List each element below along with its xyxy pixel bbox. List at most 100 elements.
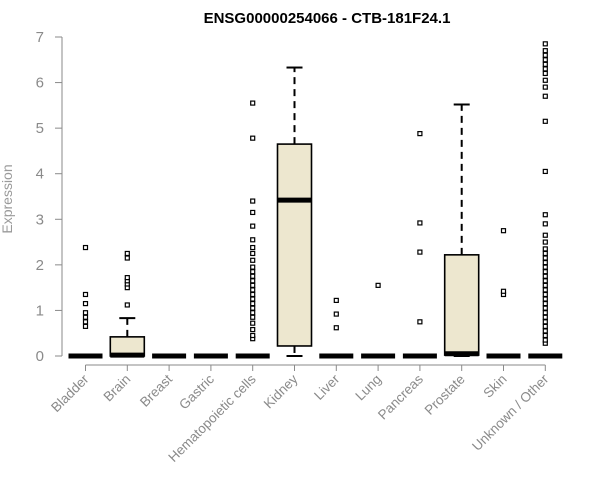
outlier-point — [542, 269, 548, 275]
outlier-point — [250, 314, 256, 320]
chart-title: ENSG00000254066 - CTB-181F24.1 — [204, 10, 451, 27]
outlier-point — [500, 288, 507, 294]
outlier-point — [542, 264, 548, 270]
x-tick-label: Pancreas — [375, 371, 426, 422]
box-group — [361, 282, 396, 359]
outlier-point — [542, 66, 548, 72]
outlier-point — [417, 249, 423, 255]
outlier-point — [250, 209, 256, 216]
outlier-point — [250, 223, 256, 229]
outlier-point — [542, 296, 548, 302]
box-group — [528, 41, 563, 359]
outlier-point — [542, 337, 548, 343]
outlier-point — [417, 131, 423, 137]
y-tick-label: 2 — [36, 257, 44, 274]
outlier-point — [250, 310, 256, 316]
box-group — [68, 244, 103, 359]
outlier-point — [250, 278, 256, 284]
outlier-point — [124, 302, 130, 308]
outlier-point — [333, 325, 339, 331]
outlier-point — [250, 244, 256, 251]
box-iqr — [443, 254, 480, 356]
outlier-point — [542, 259, 548, 266]
x-tick-label: Unknown / Other — [469, 371, 552, 454]
outlier-point — [542, 168, 548, 175]
outlier-point — [124, 275, 130, 281]
outlier-point — [542, 273, 548, 279]
outlier-point — [82, 319, 89, 325]
outlier-point — [375, 282, 381, 288]
outlier-point — [124, 255, 130, 261]
y-tick-label: 5 — [36, 120, 44, 137]
box-series — [68, 41, 563, 359]
x-tick-label: Bladder — [48, 371, 92, 415]
outlier-point — [542, 70, 548, 77]
outlier-point — [542, 246, 548, 252]
outlier-point — [250, 100, 256, 106]
outlier-point — [500, 228, 507, 234]
outlier-point — [250, 300, 256, 307]
outlier-point — [82, 323, 89, 329]
outlier-point — [542, 323, 548, 329]
outlier-point — [333, 297, 339, 304]
box-group — [235, 100, 270, 359]
outlier-point — [542, 61, 548, 67]
y-tick-label: 0 — [36, 348, 44, 365]
outlier-point — [542, 314, 548, 320]
outlier-point — [250, 305, 256, 311]
outlier-point — [250, 320, 256, 326]
outlier-point — [542, 41, 548, 47]
box-group — [319, 297, 354, 359]
outlier-point — [542, 118, 548, 124]
outlier-point — [542, 287, 548, 293]
y-tick-label: 3 — [36, 211, 44, 228]
outlier-point — [250, 135, 256, 141]
outlier-point — [82, 310, 89, 316]
outlier-point — [542, 93, 548, 99]
x-tick-label: Liver — [311, 371, 343, 403]
outlier-point — [542, 77, 548, 83]
outlier-point — [417, 220, 423, 226]
outlier-point — [542, 255, 548, 261]
outlier-point — [250, 269, 256, 275]
outlier-point — [82, 291, 89, 298]
box-group — [276, 66, 313, 357]
y-axis-label: Expression — [0, 164, 15, 233]
y-axis: 0 1 2 3 4 5 6 7 — [36, 29, 63, 365]
y-tick-label: 4 — [36, 166, 44, 183]
outlier-point — [250, 250, 256, 257]
outlier-point — [82, 300, 89, 307]
outlier-point — [542, 48, 548, 54]
x-tick-label: Skin — [480, 372, 509, 401]
outlier-point — [250, 291, 256, 298]
outlier-point — [542, 278, 548, 284]
outlier-point — [542, 52, 548, 58]
box-group — [109, 250, 146, 358]
x-tick-label: Kidney — [261, 371, 301, 411]
y-tick-label: 6 — [36, 75, 44, 92]
outlier-point — [250, 326, 256, 333]
outlier-point — [333, 311, 339, 317]
box-iqr — [276, 143, 313, 347]
outlier-point — [250, 282, 256, 288]
outlier-point — [417, 319, 423, 325]
outlier-point — [542, 332, 548, 339]
x-tick-label: Gastric — [176, 371, 217, 412]
outlier-point — [82, 314, 89, 320]
outlier-point — [250, 332, 256, 339]
y-tick-label: 7 — [36, 29, 44, 46]
box-group — [402, 131, 437, 359]
outlier-point — [542, 250, 548, 257]
outlier-point — [250, 237, 256, 243]
x-tick-label: Prostate — [422, 372, 468, 418]
outlier-point — [250, 198, 256, 204]
outlier-point — [542, 57, 548, 63]
outlier-point — [542, 84, 548, 90]
outlier-point — [542, 221, 548, 227]
outlier-point — [542, 310, 548, 316]
outlier-point — [82, 244, 89, 251]
outlier-point — [124, 250, 130, 257]
y-tick-label: 1 — [36, 302, 44, 319]
